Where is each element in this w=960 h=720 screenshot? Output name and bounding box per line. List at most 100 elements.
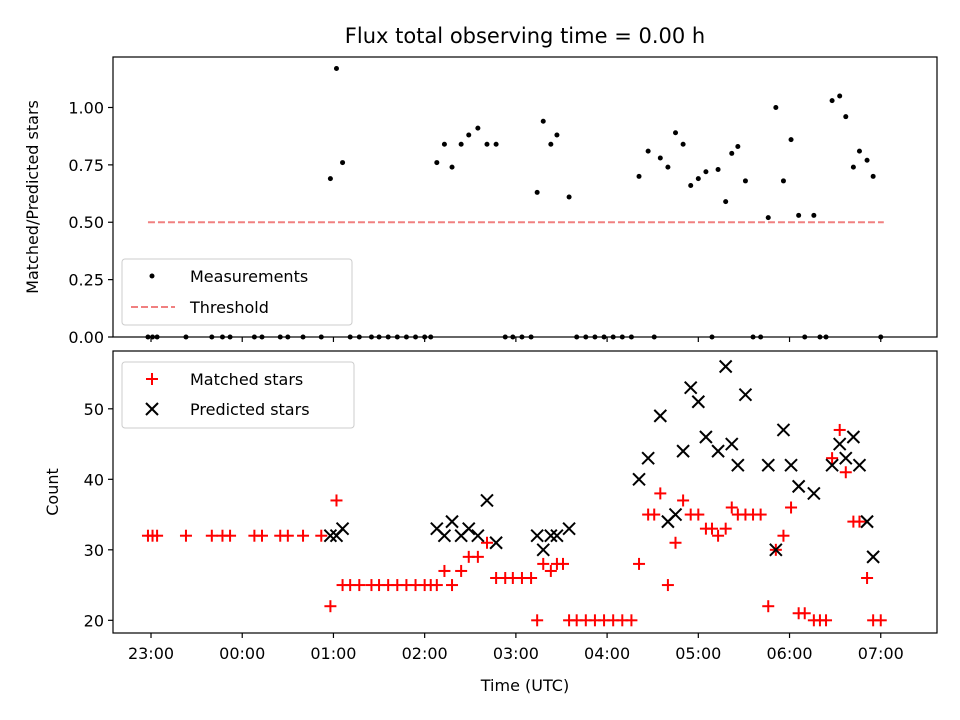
bottom-y-ticks: 20 30 40 50 [84, 400, 113, 630]
predicted-star-point [462, 521, 476, 536]
predicted-star-point [471, 529, 485, 543]
bottom-legend: Matched stars Predicted stars [121, 361, 355, 429]
measurement-point [856, 148, 862, 154]
matched-star-point [692, 508, 705, 521]
matched-star-point [826, 452, 839, 465]
measurement-point [811, 212, 817, 218]
matched-star-point [669, 536, 682, 549]
predicted-star-point [684, 380, 698, 395]
matched-star-point [633, 557, 646, 570]
matched-star-point [324, 600, 337, 613]
measurement-point [864, 157, 870, 163]
predicted-star-point [791, 479, 806, 494]
measurement-point [780, 178, 786, 184]
measurement-point [657, 155, 663, 161]
matched-star-point [330, 494, 343, 507]
measurement-point [773, 104, 779, 110]
measurement-point [673, 130, 679, 136]
matched-star-point [179, 529, 192, 542]
matched-star-point [205, 529, 218, 542]
legend-matched-marker [146, 373, 158, 385]
predicted-star-point [711, 444, 725, 458]
matched-star-point [785, 501, 798, 514]
bottom-y-axis-label: Count [43, 468, 62, 516]
top-x-ticks [150, 337, 882, 342]
measurement-point [735, 144, 741, 150]
predicted-star-point [668, 507, 683, 522]
legend-measurements-label: Measurements [190, 267, 308, 286]
matched-star-point [712, 529, 725, 542]
predicted-star-point [632, 472, 646, 487]
measurement-point [566, 194, 572, 200]
predicted-star-point [699, 430, 713, 444]
bottom-marks [141, 359, 887, 627]
matched-star-point [648, 508, 661, 521]
matched-star-point [762, 600, 775, 613]
predicted-star-point [776, 423, 791, 437]
top-y-tick-label: 0.75 [68, 156, 104, 175]
matched-star-point [661, 579, 674, 592]
measurement-point [715, 166, 721, 172]
matched-star-point [297, 529, 310, 542]
bottom-legend-box [121, 361, 355, 429]
predicted-star-point [718, 359, 733, 374]
matched-star-point [754, 508, 767, 521]
predicted-star-point [860, 514, 874, 529]
bottom-y-tick-label: 40 [84, 470, 104, 489]
measurement-point [466, 132, 472, 138]
top-y-tick-label: 0.50 [68, 213, 104, 232]
x-tick-label: 01:00 [310, 644, 356, 663]
chart-title: Flux total observing time = 0.00 h [345, 24, 705, 48]
matched-star-point [839, 466, 852, 479]
top-legend-box [121, 258, 353, 326]
measurement-point [475, 125, 481, 131]
predicted-star-point [839, 451, 853, 465]
top-legend: Measurements Threshold [121, 258, 353, 326]
bottom-x-ticks: 23:00 00:00 01:00 02:00 03:00 04:00 05:00 06:00… [128, 633, 904, 663]
predicted-star-point [562, 521, 576, 536]
matched-star-point [853, 515, 866, 528]
top-y-tick-label: 0.00 [68, 328, 104, 347]
top-axes-frame [112, 56, 938, 338]
predicted-star-point [335, 521, 350, 536]
top-y-axis-label: Matched/Predicted stars [23, 100, 42, 294]
predicted-star-point [731, 458, 745, 472]
measurement-point [340, 160, 346, 166]
measurement-point [837, 93, 843, 99]
top-y-ticks: 0.00 0.25 0.50 0.75 1.00 [68, 98, 113, 347]
matched-star-point [798, 607, 811, 620]
measurement-point [493, 141, 499, 147]
measurement-point [434, 160, 440, 166]
measurement-point [458, 141, 464, 147]
predicted-star-point [437, 529, 452, 543]
measurement-point [870, 173, 876, 179]
measurement-point [829, 98, 835, 104]
matched-star-point [557, 557, 570, 570]
matched-star-point [677, 494, 690, 507]
bottom-panel: 20 30 40 50 23:00 00:00 01:00 02:00 03:00 04:00 0… [43, 350, 938, 695]
measurement-point [665, 164, 671, 170]
bottom-y-tick-label: 50 [84, 400, 104, 419]
measurement-point [688, 183, 694, 189]
measurement-point [788, 137, 794, 143]
x-tick-label: 03:00 [493, 644, 539, 663]
predicted-star-point [641, 451, 655, 465]
matched-star-point [438, 564, 451, 577]
x-tick-label: 06:00 [766, 644, 812, 663]
predicted-star-point [530, 529, 544, 543]
matched-star-point [531, 614, 544, 627]
predicted-star-point [761, 458, 775, 472]
measurement-point [441, 141, 447, 147]
measurement-point [796, 212, 802, 218]
predicted-star-point [832, 437, 847, 451]
matched-star-point [705, 522, 718, 535]
matched-star-point [861, 572, 874, 585]
predicted-star-point [653, 409, 668, 423]
measurement-point [765, 215, 771, 221]
measurement-point [449, 164, 455, 170]
matched-star-point [480, 536, 493, 549]
matched-star-point [544, 564, 557, 577]
x-tick-label: 02:00 [402, 644, 448, 663]
measurement-point [695, 176, 701, 182]
